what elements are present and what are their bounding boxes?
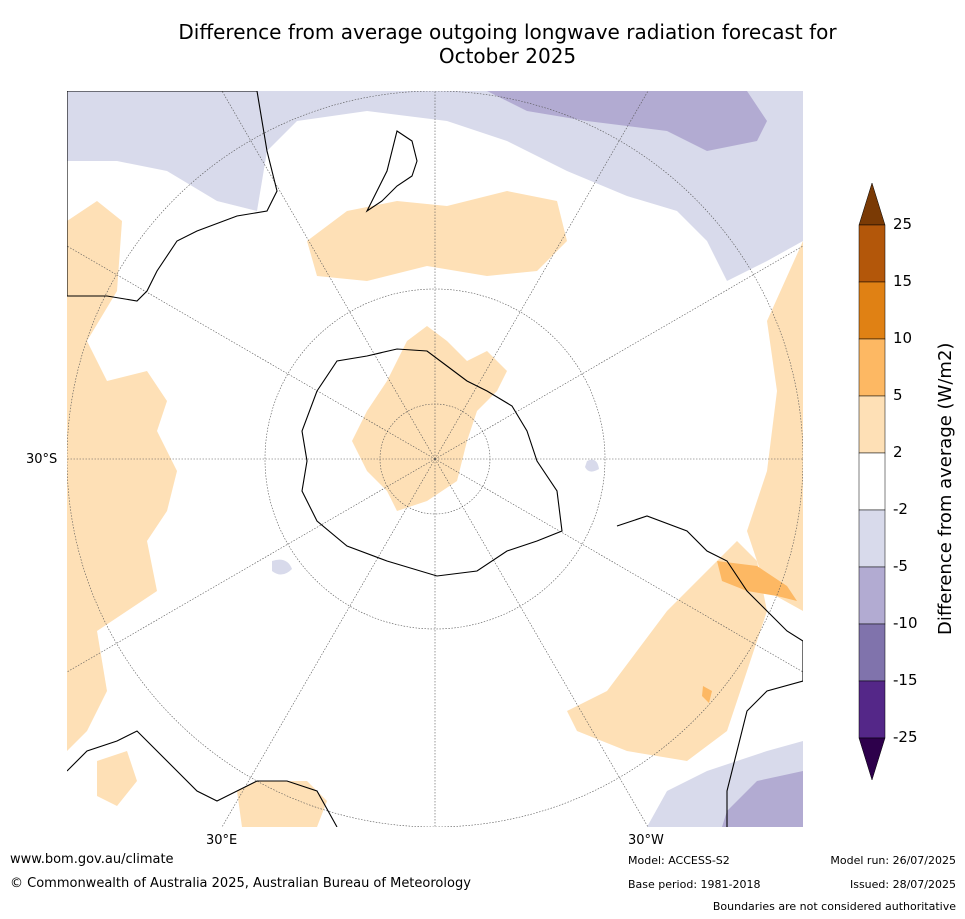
coastline-africa — [67, 730, 338, 827]
colorbar-band-m25-m15 — [858, 680, 886, 739]
colorbar-tick-label: 15 — [893, 272, 913, 290]
title-line-1: Difference from average outgoing longwav… — [178, 20, 837, 44]
anomaly-region-tasman — [307, 191, 567, 281]
colorbar-tick-label: -10 — [893, 614, 918, 632]
colorbar — [858, 182, 886, 781]
anomaly-region-small-2 — [585, 459, 599, 472]
colorbar-arrow-bottom — [858, 737, 886, 781]
colorbar-tick-label: 2 — [893, 443, 903, 461]
colorbar-band-5-10 — [858, 338, 886, 397]
anomaly-region-pacific-strong — [487, 91, 767, 151]
colorbar-tick-label: -5 — [893, 557, 908, 575]
colorbar-tick-label: 5 — [893, 386, 903, 404]
anomaly-region-atlantic-strong — [722, 771, 803, 827]
colorbar-tick-label: 25 — [893, 215, 913, 233]
anomaly-region-small-warm — [702, 686, 712, 703]
footer-issued: Issued: 28/07/2025 — [849, 878, 956, 891]
lat-label-30s: 30°S — [26, 452, 58, 467]
anomaly-region-south-america-warm — [717, 561, 797, 601]
coastline-antarctica — [301, 348, 563, 577]
colorbar-band-m2-2 — [858, 452, 886, 511]
colorbar-arrow-top — [858, 182, 886, 226]
footer-model-run: Model run: 26/07/2025 — [830, 854, 956, 867]
colorbar-band-10-15 — [858, 281, 886, 340]
colorbar-tick-label: -2 — [893, 500, 908, 518]
footer-base-period: Base period: 1981-2018 — [628, 878, 761, 891]
coastline-australia — [67, 91, 278, 302]
coastline-south-america — [616, 515, 803, 827]
title-line-2: October 2025 — [438, 44, 577, 68]
map-title: Difference from average outgoing longwav… — [110, 20, 905, 68]
anomaly-region-africa-west — [97, 751, 137, 806]
colorbar-tick-label: 10 — [893, 329, 913, 347]
anomaly-region-indian-ocean — [67, 201, 177, 751]
lon-label-30w: 30°W — [628, 833, 664, 848]
colorbar-title: Difference from average (W/m2) — [935, 342, 956, 635]
footer-model: Model: ACCESS-S2 — [628, 854, 730, 867]
colorbar-band-m15-m10 — [858, 623, 886, 682]
footer-disclaimer: Boundaries are not considered authoritat… — [712, 900, 956, 913]
polar-map — [67, 91, 803, 827]
colorbar-tick-label: -15 — [893, 671, 918, 689]
lon-label-30e: 30°E — [206, 833, 238, 848]
footer-website[interactable]: www.bom.gov.au/climate — [10, 852, 174, 867]
footer-copyright: © Commonwealth of Australia 2025, Austra… — [10, 876, 471, 891]
anomaly-region-south-america-east — [747, 241, 803, 611]
colorbar-band-m10-m5 — [858, 566, 886, 625]
coastline-new-zealand — [365, 130, 418, 213]
colorbar-band-2-5 — [858, 395, 886, 454]
colorbar-band-15-25 — [858, 224, 886, 283]
anomaly-region-pacific-north — [67, 91, 803, 281]
colorbar-tick-label: -25 — [893, 728, 918, 746]
anomaly-region-africa-south — [237, 781, 327, 827]
anomaly-region-south-atlantic-warm — [567, 541, 767, 761]
colorbar-band-m5-m2 — [858, 509, 886, 568]
meridian-lines — [67, 91, 803, 827]
anomaly-region-antarctica — [352, 326, 507, 511]
latitude-circle-middle — [264, 288, 606, 630]
anomaly-region-small-1 — [272, 559, 292, 575]
